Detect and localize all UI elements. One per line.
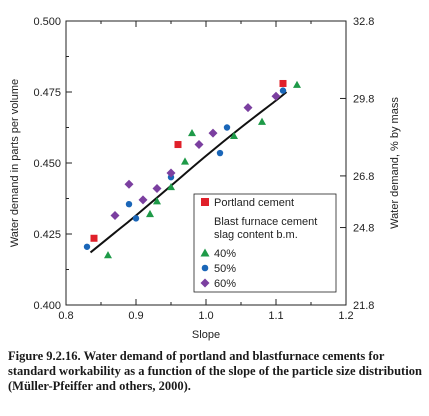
x-tick-label: 1.1 [268, 310, 283, 322]
data-point-series-3 [138, 195, 148, 205]
data-point-series-2 [223, 124, 231, 131]
y-tick-label: 0.425 [33, 229, 61, 241]
data-point-series-1 [258, 117, 266, 125]
legend-label-40: 40% [214, 248, 236, 260]
data-point-series-1 [293, 80, 301, 88]
data-point-series-3 [271, 91, 281, 101]
data-point-series-3 [110, 211, 120, 221]
legend-group-title-line1: Blast furnace cement [214, 216, 317, 228]
x-axis-label: Slope [192, 329, 220, 341]
data-point-series-3 [124, 179, 134, 189]
x-tick-label: 1.0 [198, 310, 213, 322]
fit-curve [89, 91, 288, 254]
y2-tick-label: 24.8 [353, 223, 374, 235]
ticks-layer: 0.8 0.9 1.0 1.1 1.2 0.400 0.425 0.450 0.475 0.500… [33, 16, 374, 322]
data-point-series-2 [125, 200, 133, 208]
figure-caption: Figure 9.2.16. Water demand of portland … [8, 349, 422, 393]
legend-label-60: 60% [214, 278, 236, 290]
legend-box [193, 193, 337, 293]
data-point-series-1 [230, 131, 238, 140]
data-point-series-2 [132, 215, 140, 222]
data-point-series-1 [153, 197, 161, 205]
data-point-series-0 [174, 141, 182, 149]
legend-label-portland: Portland cement [214, 197, 294, 209]
points-layer [83, 79, 301, 259]
y2-tick-label: 29.8 [353, 93, 374, 105]
data-point-series-3 [194, 140, 204, 150]
data-point-series-2 [83, 243, 91, 250]
legend-swatch-60 [200, 278, 210, 288]
data-point-series-1 [181, 157, 189, 165]
data-point-series-2 [216, 149, 224, 157]
y2-axis-label: Water demand, % by mass [389, 97, 401, 229]
data-point-series-1 [188, 128, 196, 137]
data-point-series-1 [146, 209, 154, 218]
data-point-series-3 [208, 128, 218, 138]
data-point-series-1 [167, 182, 175, 191]
y-tick-label: 0.400 [33, 300, 61, 312]
data-point-series-0 [90, 234, 98, 242]
data-point-series-1 [104, 251, 112, 259]
data-point-series-3 [166, 168, 176, 178]
data-point-series-0 [279, 79, 287, 87]
x-tick-label: 0.9 [128, 310, 143, 322]
data-point-series-2 [279, 87, 287, 94]
legend-swatch-40 [200, 248, 210, 257]
legend-group-title-line2: slag content b.m. [214, 229, 298, 241]
y-tick-label: 0.450 [33, 158, 61, 170]
legend: Portland cement Blast furnace cement sla… [193, 193, 337, 293]
data-point-series-3 [152, 184, 162, 194]
y2-tick-label: 26.8 [353, 171, 374, 183]
y2-tick-label: 21.8 [353, 300, 374, 312]
x-tick-label: 0.8 [58, 310, 73, 322]
y-axis-label: Water demand in parts per volume [9, 79, 21, 247]
legend-swatch-portland [201, 198, 209, 206]
legend-label-50: 50% [214, 263, 236, 275]
legend-swatch-50 [201, 264, 209, 272]
data-point-series-3 [243, 103, 253, 113]
y-tick-label: 0.500 [33, 16, 61, 28]
x-tick-label: 1.2 [338, 310, 353, 322]
chart: 0.8 0.9 1.0 1.1 1.2 0.400 0.425 0.450 0.475 0.500… [9, 16, 401, 341]
y-tick-label: 0.475 [33, 87, 61, 99]
y2-tick-label: 32.8 [353, 16, 374, 28]
